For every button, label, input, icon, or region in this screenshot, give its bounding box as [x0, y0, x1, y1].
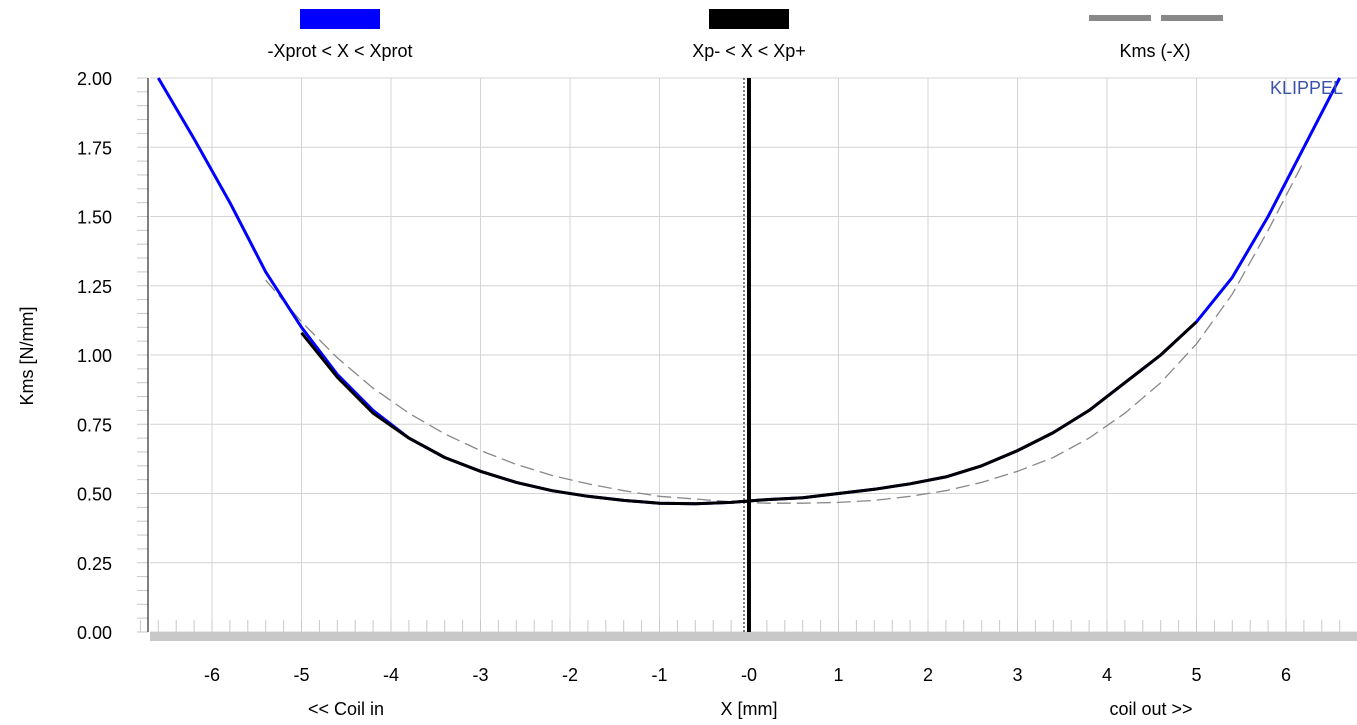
legend-label: -Xprot < X < Xprot — [267, 41, 412, 61]
y-tick-label: 0.25 — [77, 554, 112, 574]
legend-swatch — [1089, 15, 1151, 21]
x-tick-label: 4 — [1102, 665, 1112, 685]
grid — [150, 78, 1357, 632]
x-tick-label: -6 — [204, 665, 220, 685]
x-tick-labels: -6 -5 -4 -3 -2 -1 -0 1 2 3 4 5 6 — [204, 665, 1291, 685]
y-tick-label: 0.50 — [77, 485, 112, 505]
y-tick-labels: 0.00 0.25 0.50 0.75 1.00 1.25 1.50 1.75 2.00 — [77, 69, 112, 643]
legend-swatch — [1161, 15, 1223, 21]
coil-out-label: coil out >> — [1109, 699, 1192, 719]
x-tick-label: 5 — [1191, 665, 1201, 685]
legend-swatch — [300, 9, 380, 29]
y-tick-label: 1.25 — [77, 277, 112, 297]
coil-in-label: << Coil in — [308, 699, 384, 719]
x-tick-label: 1 — [833, 665, 843, 685]
legend-label: Kms (-X) — [1120, 41, 1191, 61]
x-tick-label: 3 — [1012, 665, 1022, 685]
x-axis-bar — [150, 632, 1357, 641]
x-tick-label: 2 — [923, 665, 933, 685]
x-tick-label: -2 — [562, 665, 578, 685]
x-tick-label: -3 — [472, 665, 488, 685]
series-line-2 — [266, 161, 1304, 503]
y-tick-label: 1.50 — [77, 208, 112, 228]
y-tick-label: 0.75 — [77, 415, 112, 435]
x-tick-label: -4 — [383, 665, 399, 685]
y-tick-label: 0.00 — [77, 623, 112, 643]
x-tick-label: -1 — [651, 665, 667, 685]
legend-swatch — [709, 9, 789, 29]
y-tick-label: 1.75 — [77, 138, 112, 158]
y-axis-label: Kms [N/mm] — [17, 307, 37, 406]
y-tick-label: 1.00 — [77, 346, 112, 366]
legend: -Xprot < X < Xprot Xp- < X < Xp+ Kms (-X) — [267, 9, 1223, 61]
y-tick-label: 2.00 — [77, 69, 112, 89]
x-tick-label: 6 — [1281, 665, 1291, 685]
x-axis-label: X [mm] — [721, 699, 778, 719]
x-tick-label: -5 — [293, 665, 309, 685]
klippel-brand-label: KLIPPEL — [1270, 78, 1343, 98]
x-tick-label: -0 — [741, 665, 757, 685]
legend-label: Xp- < X < Xp+ — [692, 41, 806, 61]
